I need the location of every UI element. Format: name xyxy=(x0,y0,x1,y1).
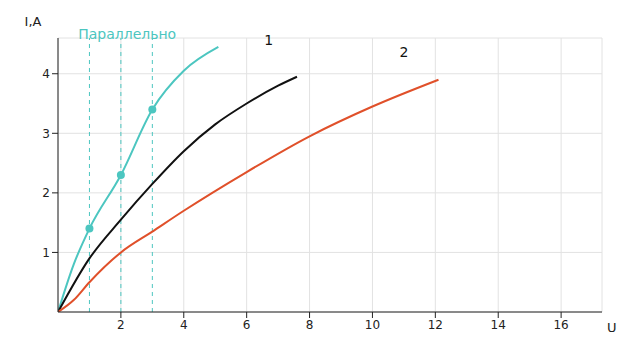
svg-text:2: 2 xyxy=(42,186,50,200)
svg-text:1: 1 xyxy=(42,246,50,260)
svg-text:1: 1 xyxy=(264,32,273,48)
svg-text:10: 10 xyxy=(365,318,380,332)
svg-text:2: 2 xyxy=(117,318,125,332)
svg-text:8: 8 xyxy=(306,318,314,332)
svg-text:4: 4 xyxy=(180,318,188,332)
svg-text:6: 6 xyxy=(243,318,251,332)
svg-text:3: 3 xyxy=(42,127,50,141)
svg-text:12: 12 xyxy=(428,318,443,332)
svg-text:2: 2 xyxy=(399,44,408,60)
svg-text:14: 14 xyxy=(491,318,506,332)
svg-text:I,A: I,A xyxy=(25,14,42,29)
svg-text:Параллельно: Параллельно xyxy=(78,26,176,42)
svg-text:16: 16 xyxy=(553,318,568,332)
svg-text:U: U xyxy=(607,320,617,335)
svg-text:4: 4 xyxy=(42,67,50,81)
